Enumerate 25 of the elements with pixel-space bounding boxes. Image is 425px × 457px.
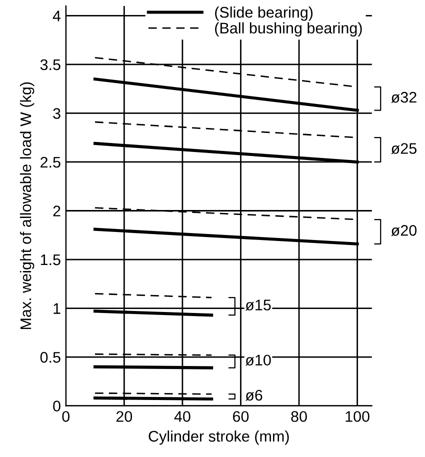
annotation: ø6 [245,390,262,401]
y-tick-label: 4 [52,10,61,22]
y-tick-label: 2 [53,206,60,216]
x-tick-label: 100 [346,411,370,422]
y-tick-label: 0.5 [40,352,60,363]
text: ø20 [391,225,417,236]
annotation: ø10 [245,354,271,366]
annotation: ø15 [245,300,271,311]
y-tick-label: 2.5 [40,156,60,168]
x-tick-label: 40 [174,411,190,422]
legend-label: (Slide bearing) [215,6,313,21]
x-tick-label: 60 [233,411,249,422]
y-axis-title: Max. weight of allowable load W (kg) [20,82,34,330]
text: ø32 [391,92,416,103]
legend-label: (Ball bushing bearing) [215,22,362,37]
text: ø25 [391,143,417,154]
y-tick-label: 3.5 [40,59,60,70]
x-tick-label: 80 [291,411,307,422]
y-tick-label: 0 [53,400,60,412]
x-tick-label: 0 [62,411,70,422]
x-axis-title: Cylinder stroke (mm) [148,430,289,445]
y-tick-label: 1.5 [40,254,60,266]
y-tick-label: 3 [53,108,60,119]
x-tick-label: 20 [116,411,132,422]
y-tick-label: 1 [54,303,60,314]
